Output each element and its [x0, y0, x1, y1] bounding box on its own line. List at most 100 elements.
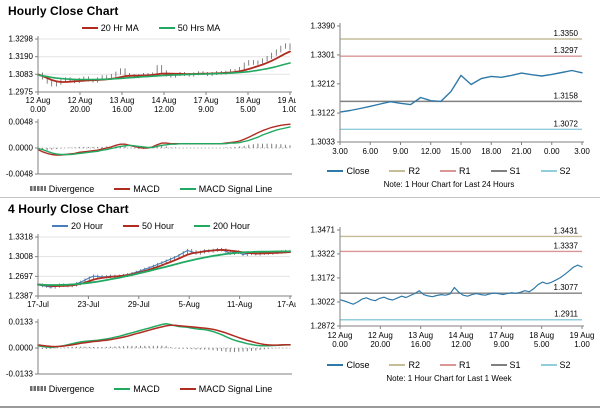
line-swatch-icon: [439, 363, 456, 366]
pivot-level-label: 1.3077: [554, 283, 579, 292]
line-swatch-icon: [540, 363, 557, 366]
legend-item: 20 Hour: [51, 220, 103, 231]
series-line: [37, 323, 291, 348]
legend-label: 20 Hr MA: [100, 22, 139, 33]
legend-label: MACD: [133, 183, 160, 194]
legend-item: 50 Hour: [122, 220, 175, 231]
legend-item: MACD: [114, 184, 160, 194]
line-swatch-icon: [51, 224, 68, 227]
legend-label: MACD Signal Line: [198, 183, 273, 194]
hourly-macd-legend: Divergence MACD MACD Signal Line: [4, 182, 298, 195]
pivot-level-label: 1.2911: [554, 310, 578, 319]
x-tick-label: 5.00: [240, 105, 256, 114]
pivot-level-label: 1.3158: [554, 91, 579, 100]
legend-label: Divergence: [48, 183, 95, 194]
legend-label: R1: [458, 165, 471, 176]
legend-item: MACD: [114, 384, 160, 394]
series-line: [37, 324, 291, 348]
y-tick-label: 1.2975: [9, 88, 34, 97]
x-tick-label: 16.00: [112, 105, 133, 114]
x-tick-label: 3.00: [574, 147, 590, 156]
x-tick-label: 9.00: [494, 340, 510, 349]
legend-item: MACD Signal Line: [179, 183, 273, 194]
legend-item: Divergence: [29, 183, 95, 194]
line-swatch-icon: [389, 363, 406, 366]
one-hour-week-chart-panel: 1.3431 1.3337 1.3077 1.2911 1.3471 1.3322 1.31…: [300, 224, 598, 406]
line-swatch-icon: [194, 224, 211, 227]
pivot-level-label: 1.3337: [554, 241, 579, 250]
y-tick-label: 1.3298: [9, 35, 34, 44]
series-line: [339, 264, 583, 305]
x-tick-label: 3.00: [332, 147, 348, 156]
hourly-close-chart-panel: Hourly Close Chart 20 Hr MA 50 Hrs MA 1.3…: [4, 2, 298, 198]
series-line: [37, 50, 291, 83]
x-tick-label: 9.00: [198, 105, 214, 114]
x-tick-label: 21.00: [511, 147, 532, 156]
series-line: [37, 126, 291, 156]
hourly-chart-title: Hourly Close Chart: [8, 4, 119, 18]
y-tick-label: 1.2872: [311, 322, 336, 331]
x-tick-label: 19 Aug: [570, 331, 595, 340]
line-swatch-icon: [114, 187, 131, 190]
pivot-level-label: 1.3297: [554, 46, 579, 55]
legend-item: 50 Hrs MA: [158, 23, 220, 33]
x-tick-label: 17-Jul: [27, 300, 49, 309]
legend-item: Divergence: [29, 384, 94, 394]
legend-item: R2: [389, 166, 420, 176]
x-tick-label: 18 Aug: [236, 96, 261, 105]
one-hour-week-plot: 1.3431 1.3337 1.3077 1.2911 1.3471 1.3322 1.31…: [311, 226, 595, 350]
legend-label: 50 Hour: [141, 220, 175, 231]
hourly-macd-plot: 0.0048 0.0000 -0.0048: [6, 118, 292, 179]
y-tick-label: 0.0048: [9, 118, 34, 127]
legend-item: S2: [540, 166, 571, 176]
x-tick-label: 13 Aug: [110, 96, 135, 105]
x-tick-label: 12.00: [421, 147, 442, 156]
section-divider: [0, 197, 600, 198]
y-tick-label: 1.3318: [9, 233, 34, 242]
line-swatch-icon: [389, 169, 406, 172]
legend-label: 200 Hour: [213, 220, 251, 231]
legend-label: 20 Hour: [70, 220, 103, 231]
bars-swatch-icon: [29, 186, 46, 191]
line-swatch-icon: [114, 387, 131, 390]
pivot-level-label: 1.3431: [554, 226, 579, 235]
legend-item: S1: [490, 359, 521, 370]
bottom-divider: [0, 406, 600, 408]
legend-label: S1: [509, 359, 521, 370]
x-tick-label: 11-Aug: [227, 300, 252, 309]
four-hourly-macd-legend: Divergence MACD MACD Signal Line: [4, 382, 298, 395]
four-hourly-close-chart-panel: 4 Hourly Close Chart 20 Hour 50 Hour 200 H…: [4, 200, 298, 406]
line-swatch-icon: [122, 224, 139, 227]
series-line: [37, 62, 291, 81]
x-tick-label: 12 Aug: [328, 331, 353, 340]
four-hourly-macd-plot: 0.0133 0.0000 -0.0133: [6, 318, 292, 379]
series-line: [37, 248, 291, 288]
y-tick-label: -0.0048: [6, 170, 34, 179]
x-tick-label: 16.00: [411, 340, 432, 349]
x-tick-label: 12.00: [451, 340, 472, 349]
line-swatch-icon: [158, 26, 175, 29]
one-hour-24h-plot: 1.3350 1.3297 1.3158 1.3072 1.3390 1.3301 1.32…: [311, 22, 591, 157]
legend-item: 200 Hour: [194, 221, 250, 231]
y-tick-label: 1.2387: [9, 292, 34, 301]
x-tick-label: 17 Aug: [194, 96, 219, 105]
y-tick-label: 1.3322: [311, 249, 336, 258]
y-tick-label: 0.0000: [9, 144, 34, 153]
x-tick-label: 20.00: [370, 340, 391, 349]
legend-label: Close: [346, 359, 370, 370]
legend-label: Close: [346, 165, 370, 176]
line-swatch-icon: [490, 169, 507, 172]
legend-label: MACD Signal Line: [198, 383, 273, 394]
legend-label: R2: [408, 359, 420, 370]
y-tick-label: 1.3022: [311, 297, 336, 306]
y-tick-label: 1.3008: [9, 252, 34, 261]
x-tick-label: 0.00: [30, 105, 46, 114]
legend-item: 20 Hr MA: [81, 22, 139, 33]
x-tick-label: 0.00: [544, 147, 560, 156]
x-tick-label: 1.00: [574, 340, 590, 349]
legend-item: R1: [439, 360, 471, 370]
pivot-level-label: 1.3350: [554, 29, 579, 38]
x-tick-label: 12.00: [154, 105, 175, 114]
legend-item: S2: [540, 360, 571, 370]
